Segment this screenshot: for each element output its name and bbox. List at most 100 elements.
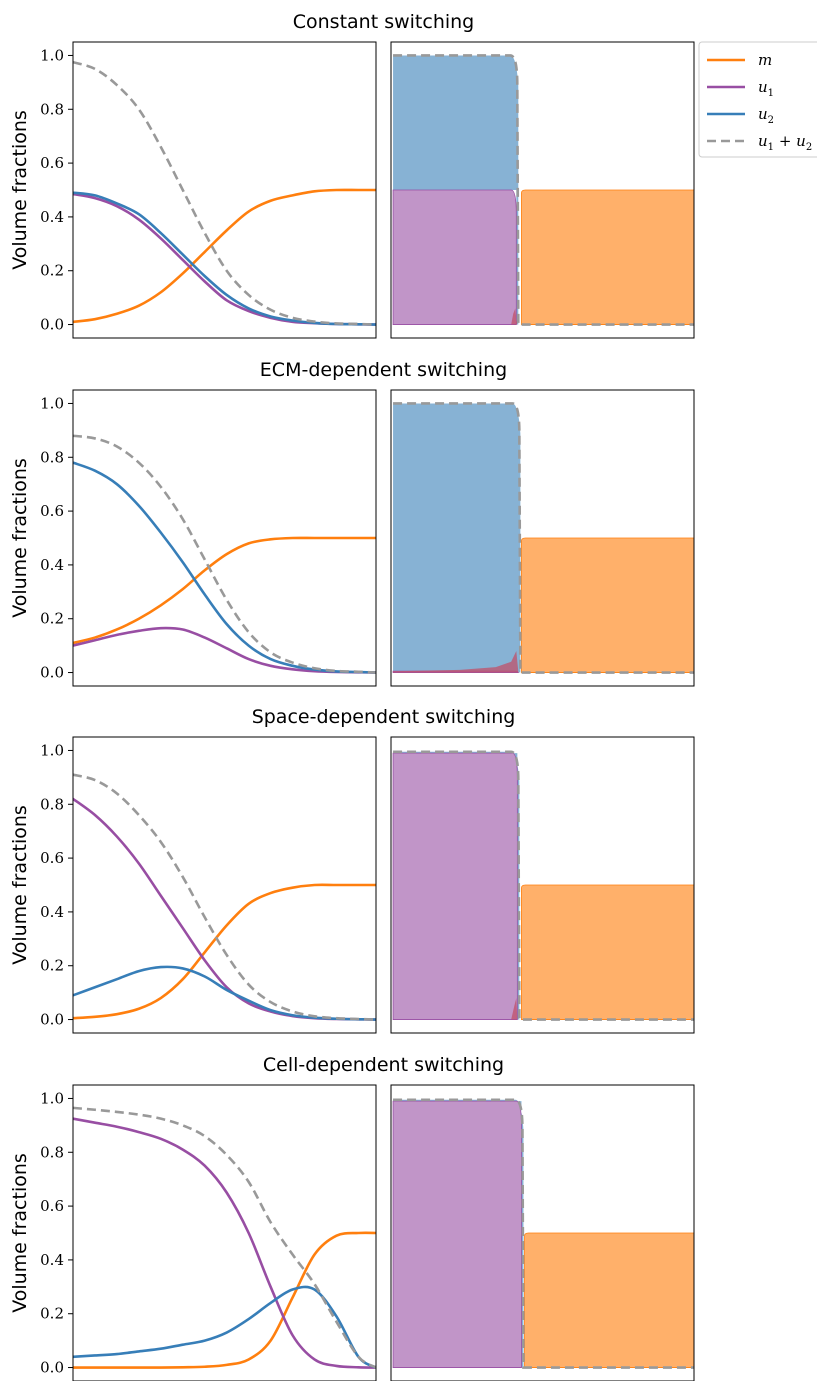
panel-row-2: ECM-dependent switching Volume fractions 0… <box>9 359 695 687</box>
y-tick-label: 1.0 <box>40 394 64 412</box>
area-u2 <box>393 55 519 325</box>
axes-frame <box>390 736 695 1034</box>
y-tick-label: 0.2 <box>40 957 64 975</box>
series-line-m <box>73 188 376 324</box>
area-overlap <box>511 998 518 1020</box>
series-group <box>73 60 376 326</box>
y-axis-label: Volume fractions <box>9 1153 31 1313</box>
legend-label-u2: u2 <box>758 105 774 126</box>
area-u1 <box>392 189 517 325</box>
area-m <box>521 189 695 325</box>
panel-title: Constant switching <box>293 11 475 33</box>
series-line-sum <box>73 1106 376 1369</box>
series-line-sum <box>393 1098 694 1369</box>
y-tick-label: 0.8 <box>40 1143 64 1161</box>
right-axes <box>390 389 695 687</box>
panel-title: Space-dependent switching <box>252 706 516 728</box>
axes-frame <box>72 389 377 687</box>
y-tick-label: 1.0 <box>40 1089 64 1107</box>
panel-row-1: Constant switching Volume fractions 0.0 0.2… <box>9 11 695 339</box>
series-line-u2 <box>73 461 376 674</box>
legend-label-m: m <box>758 51 772 69</box>
area-overlap <box>393 651 519 673</box>
y-tick-label: 0.8 <box>40 795 64 813</box>
series-line-u1 <box>73 626 376 674</box>
y-tick-label: 0.6 <box>40 1197 64 1215</box>
left-axes: 0.0 0.2 0.4 0.6 0.8 1.0 <box>40 389 377 687</box>
y-axis-label: Volume fractions <box>9 110 31 270</box>
series-line-sum <box>393 750 694 1021</box>
axes-frame <box>390 1084 695 1381</box>
y-tick-label: 0.4 <box>40 208 64 226</box>
left-axes: 0.0 0.2 0.4 0.6 0.8 1.0 <box>40 41 377 339</box>
left-axes: 0.0 0.2 0.4 0.6 0.8 1.0 <box>40 736 377 1034</box>
legend-frame <box>698 41 817 158</box>
area-m <box>521 537 695 673</box>
legend-text-part: + u <box>774 132 806 150</box>
y-tick-label: 0.6 <box>40 849 64 867</box>
series-line-u1 <box>73 797 376 1021</box>
y-tick-label: 0.4 <box>40 903 64 921</box>
series-line-sum <box>73 773 376 1021</box>
series-line-u1 <box>73 1117 376 1369</box>
series-line-sum <box>393 402 694 674</box>
legend-subscript: 2 <box>806 142 812 153</box>
series-group <box>73 434 376 674</box>
y-tick-label: 0.8 <box>40 100 64 118</box>
right-axes: −1000100z <box>390 1084 695 1381</box>
y-tick-label: 0.2 <box>40 610 64 628</box>
series-line-u2 <box>73 1285 376 1369</box>
axes-frame <box>390 389 695 687</box>
series-line-sum <box>73 60 376 326</box>
panel-title: Cell-dependent switching <box>263 1054 504 1076</box>
y-tick-label: 0.4 <box>40 1251 64 1269</box>
legend-label-sum: u1 + u2 <box>758 132 812 153</box>
legend-text-part: u <box>758 132 768 150</box>
legend-text-part: u <box>758 78 768 96</box>
legend-subscript: 1 <box>768 88 774 99</box>
y-tick-label: 0.0 <box>40 316 64 334</box>
area-u1 <box>392 752 518 1020</box>
panel-row-3: Space-dependent switching Volume fraction… <box>9 706 695 1034</box>
area-m <box>524 1232 695 1368</box>
area-u2 <box>393 403 521 673</box>
y-tick-label: 0.4 <box>40 556 64 574</box>
y-tick-label: 1.0 <box>40 741 64 759</box>
y-axis-label: Volume fractions <box>9 805 31 965</box>
axes-frame <box>72 736 377 1034</box>
series-line-u2 <box>73 965 376 1021</box>
axes-frame <box>72 1084 377 1381</box>
y-tick-label: 0.6 <box>40 502 64 520</box>
area-overlap <box>511 308 518 325</box>
series-line-m <box>73 1231 376 1369</box>
y-tick-label: 0.6 <box>40 154 64 172</box>
panel-title: ECM-dependent switching <box>260 359 507 381</box>
area-m <box>521 884 695 1020</box>
area-u1 <box>392 1100 522 1368</box>
series-line-u1 <box>73 192 376 326</box>
series-line-u2 <box>73 191 376 326</box>
y-tick-label: 0.0 <box>40 664 64 682</box>
y-tick-label: 1.0 <box>40 46 64 64</box>
legend-text-part: u <box>758 105 768 123</box>
series-line-sum <box>73 434 376 674</box>
series-group <box>73 773 376 1021</box>
series-group <box>73 1106 376 1369</box>
y-tick-label: 0.2 <box>40 1305 64 1323</box>
panel-row-4: Cell-dependent switching Volume fractions… <box>9 1054 695 1381</box>
legend-label-u1: u1 <box>758 78 774 99</box>
left-axes: 0.00.20.40.60.81.0−10−50z <box>40 1084 377 1381</box>
axes-frame <box>390 41 695 339</box>
y-tick-label: 0.0 <box>40 1011 64 1029</box>
y-tick-label: 0.0 <box>40 1359 64 1377</box>
y-axis-label: Volume fractions <box>9 458 31 618</box>
series-line-m <box>73 883 376 1020</box>
legend-subscript: 1 <box>768 142 774 153</box>
axes-frame <box>72 41 377 339</box>
y-tick-label: 0.2 <box>40 262 64 280</box>
series-line-sum <box>393 54 694 326</box>
series-line-m <box>73 536 376 645</box>
legend-text-part: m <box>758 51 772 69</box>
